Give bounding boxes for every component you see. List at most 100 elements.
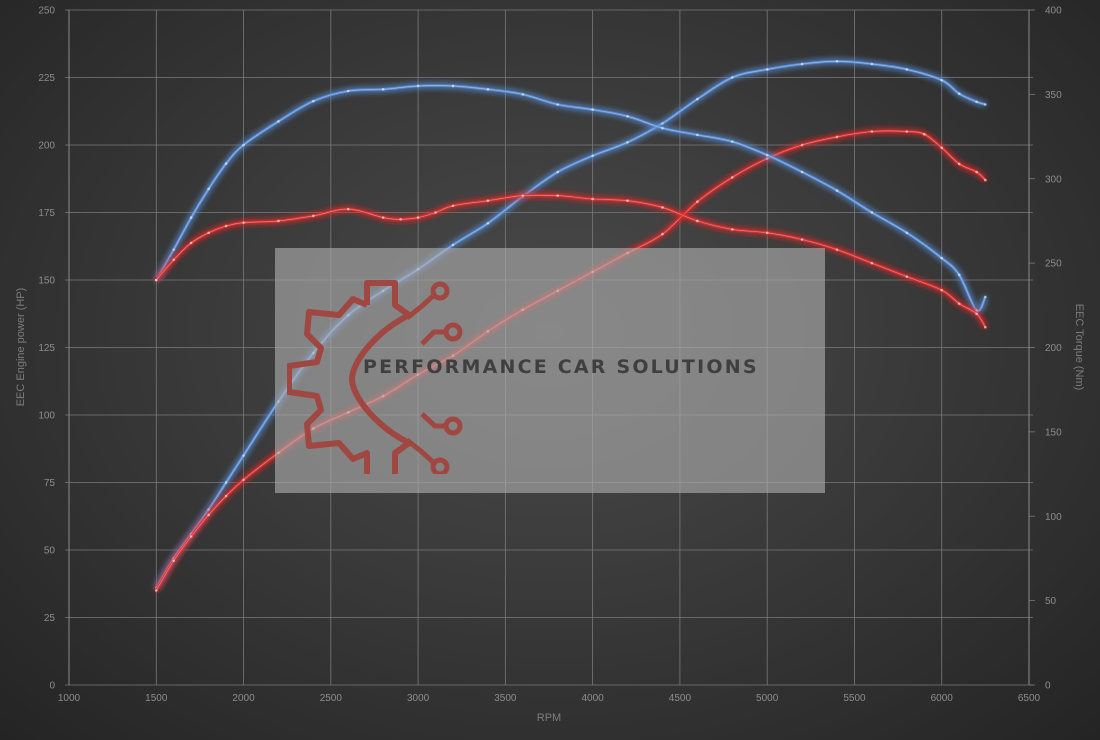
data-point xyxy=(486,222,490,225)
data-point xyxy=(984,178,987,182)
data-point xyxy=(434,211,437,214)
data-point xyxy=(451,204,455,208)
data-point xyxy=(870,211,874,214)
data-point xyxy=(975,170,978,174)
data-point xyxy=(984,325,987,329)
data-point xyxy=(381,88,385,91)
data-point xyxy=(984,103,987,106)
x-tick-label: 6000 xyxy=(931,693,954,704)
data-point xyxy=(224,224,228,228)
data-point xyxy=(416,84,420,88)
x-tick-label: 5000 xyxy=(756,693,779,704)
data-point xyxy=(905,231,909,235)
y-left-tick-label: 75 xyxy=(44,478,56,489)
data-point xyxy=(975,309,978,312)
data-point xyxy=(556,194,560,197)
x-axis-ticks: 1000 1500 2000 2500 3000 3500 4000 4500 5000 5500… xyxy=(58,693,1041,704)
data-point xyxy=(172,258,176,262)
data-point xyxy=(905,68,909,71)
y-axis-right-title: EEC Torque (Nm) xyxy=(1073,304,1085,391)
x-tick-label: 3500 xyxy=(494,693,517,704)
gear-circuit-logo-icon xyxy=(287,280,463,474)
y-left-tick-label: 250 xyxy=(38,6,55,17)
data-point xyxy=(172,559,176,563)
data-point xyxy=(661,126,664,130)
data-point xyxy=(242,454,245,457)
data-point xyxy=(800,143,804,147)
data-point xyxy=(207,187,210,191)
data-point xyxy=(957,302,961,305)
data-point xyxy=(940,288,944,292)
data-point xyxy=(346,89,350,93)
y-left-tick-label: 125 xyxy=(38,343,55,354)
data-point xyxy=(486,199,490,202)
data-point xyxy=(835,135,839,139)
series-2 xyxy=(154,84,987,313)
data-point xyxy=(957,162,961,166)
data-point xyxy=(696,97,699,101)
data-point xyxy=(661,206,664,209)
data-point xyxy=(242,478,245,482)
y-right-tick-label: 150 xyxy=(1045,427,1062,438)
data-point xyxy=(661,232,664,236)
x-tick-label: 4000 xyxy=(582,693,605,704)
data-point xyxy=(154,589,158,592)
x-tick-label: 6500 xyxy=(1018,693,1041,704)
y-right-tick-label: 50 xyxy=(1045,596,1057,607)
data-point xyxy=(905,275,909,278)
data-point xyxy=(207,513,210,517)
data-point xyxy=(800,170,804,174)
data-point xyxy=(870,62,874,66)
data-point xyxy=(835,248,839,251)
x-tick-label: 4500 xyxy=(669,693,692,704)
y-left-tick-label: 0 xyxy=(49,681,55,692)
data-point xyxy=(381,216,385,219)
watermark-box: PERFORMANCE CAR SOLUTIONS xyxy=(275,248,825,493)
y-left-tick-label: 175 xyxy=(38,208,55,219)
data-point xyxy=(940,146,944,149)
x-axis-title: RPM xyxy=(537,712,561,724)
data-point xyxy=(975,312,978,316)
data-point xyxy=(940,78,944,82)
data-point xyxy=(591,108,594,111)
data-point xyxy=(626,199,629,202)
data-point xyxy=(277,219,280,223)
x-tick-label: 1500 xyxy=(145,693,168,704)
data-point xyxy=(591,154,594,158)
data-point xyxy=(800,62,804,66)
data-point xyxy=(835,60,839,63)
watermark-text: PERFORMANCE CAR SOLUTIONS xyxy=(363,356,759,378)
data-point xyxy=(870,130,874,133)
data-point xyxy=(835,189,839,192)
y-left-tick-label: 150 xyxy=(38,276,55,287)
y-right-tick-label: 0 xyxy=(1045,681,1051,692)
data-point xyxy=(957,92,961,95)
data-point xyxy=(242,221,245,224)
data-point xyxy=(556,170,560,174)
data-point xyxy=(521,93,525,96)
data-point xyxy=(416,216,420,219)
data-point xyxy=(626,141,629,144)
data-point xyxy=(224,481,228,484)
x-tick-label: 1000 xyxy=(58,693,81,704)
data-point xyxy=(486,88,490,91)
y-right-tick-label: 300 xyxy=(1045,174,1062,185)
y-axis-left-title: EEC Engine power (HP) xyxy=(15,288,27,407)
series-3 xyxy=(154,193,987,329)
data-point xyxy=(922,132,926,136)
y-left-tick-label: 50 xyxy=(44,546,56,557)
data-point xyxy=(730,76,734,79)
data-point xyxy=(765,153,769,157)
data-point xyxy=(696,200,699,203)
data-point xyxy=(224,494,228,498)
x-tick-label: 3000 xyxy=(407,693,430,704)
data-point xyxy=(154,278,158,282)
data-point xyxy=(399,217,402,221)
data-point xyxy=(765,157,769,160)
data-point xyxy=(626,115,629,118)
data-point xyxy=(521,194,525,197)
data-point xyxy=(730,228,734,231)
y-left-tick-label: 200 xyxy=(38,141,55,152)
data-point xyxy=(242,143,245,147)
